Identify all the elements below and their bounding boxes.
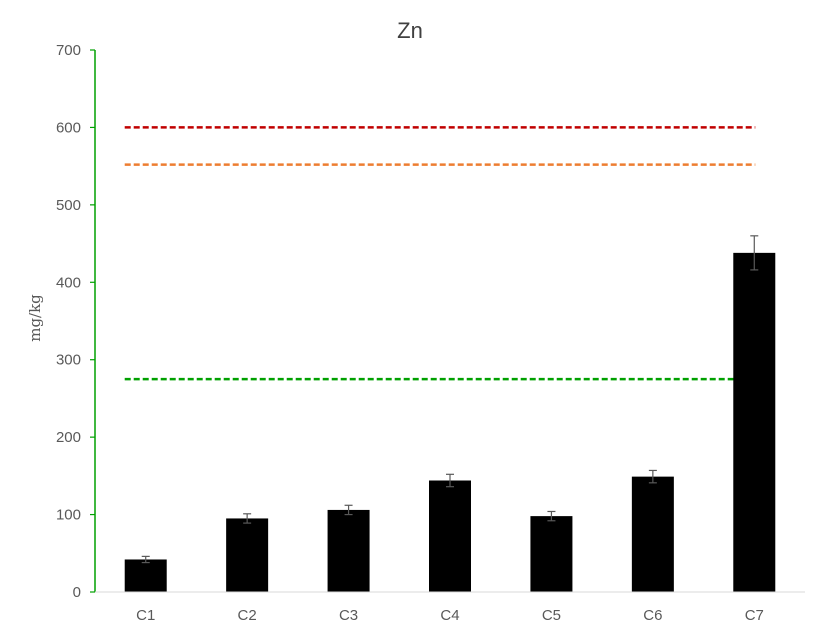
bar-C7 bbox=[733, 252, 776, 592]
bar-C3 bbox=[327, 509, 370, 592]
x-tick-label: C6 bbox=[643, 607, 662, 624]
bar-C6 bbox=[631, 476, 674, 592]
x-tick-label: C3 bbox=[339, 607, 358, 624]
x-tick-label: C1 bbox=[136, 607, 155, 624]
y-tick-label: 400 bbox=[56, 274, 81, 291]
y-tick-label: 600 bbox=[56, 119, 81, 136]
y-tick-label: 700 bbox=[56, 42, 81, 59]
x-axis-ticks: C1 C2 C3 C4 C5 C6 C7 bbox=[136, 607, 764, 624]
x-tick-label: C4 bbox=[440, 607, 459, 624]
reference-lines bbox=[124, 126, 756, 381]
y-tick-label: 100 bbox=[56, 507, 81, 524]
x-tick-label: C5 bbox=[542, 607, 561, 624]
y-tick-label: 500 bbox=[56, 197, 81, 214]
bar-C5 bbox=[530, 516, 573, 592]
bar-C2 bbox=[226, 518, 269, 592]
y-axis-ticks: 0 100 200 300 400 500 600 700 bbox=[56, 42, 95, 601]
y-axis-label: mg/kg bbox=[26, 294, 44, 342]
bar-C1 bbox=[124, 559, 167, 592]
bars bbox=[124, 252, 776, 592]
bar-C4 bbox=[429, 480, 471, 592]
x-tick-label: C7 bbox=[745, 607, 764, 624]
chart-title: Zn bbox=[397, 18, 423, 43]
y-tick-label: 200 bbox=[56, 429, 81, 446]
y-tick-label: 300 bbox=[56, 352, 81, 369]
x-tick-label: C2 bbox=[238, 607, 257, 624]
y-tick-label: 0 bbox=[73, 584, 81, 601]
error-bars bbox=[141, 235, 759, 564]
